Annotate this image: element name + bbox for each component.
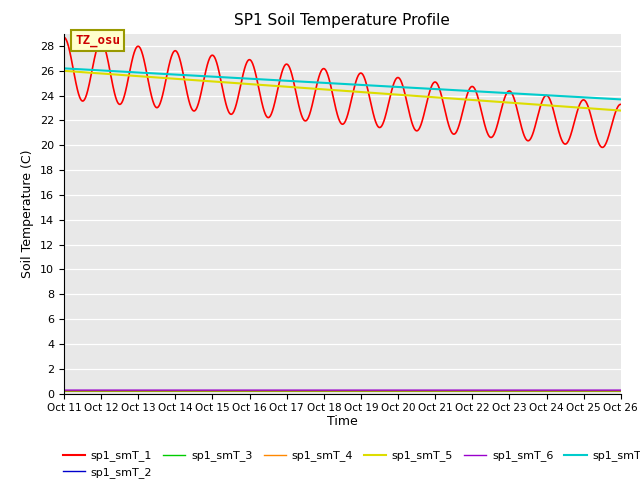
sp1_smT_3 bbox=[296, 388, 304, 394]
sp1_smT_6 bbox=[617, 387, 625, 393]
sp1_smT_2 bbox=[318, 388, 326, 394]
sp1_smT_5 bbox=[60, 68, 68, 74]
sp1_smT_3 bbox=[60, 388, 68, 394]
sp1_smT_7 bbox=[296, 79, 304, 84]
sp1_smT_2 bbox=[617, 388, 625, 394]
sp1_smT_6 bbox=[126, 387, 134, 393]
Line: sp1_smT_5: sp1_smT_5 bbox=[64, 71, 621, 110]
sp1_smT_1 bbox=[318, 67, 326, 73]
sp1_smT_1 bbox=[60, 35, 68, 40]
sp1_smT_6 bbox=[377, 387, 385, 393]
sp1_smT_3 bbox=[318, 388, 326, 394]
sp1_smT_6 bbox=[296, 387, 304, 393]
sp1_smT_5 bbox=[377, 91, 385, 96]
sp1_smT_1 bbox=[308, 104, 316, 109]
sp1_smT_3 bbox=[617, 388, 625, 394]
sp1_smT_7 bbox=[318, 80, 326, 85]
sp1_smT_4 bbox=[296, 388, 304, 394]
sp1_smT_4 bbox=[126, 388, 134, 394]
sp1_smT_4 bbox=[60, 388, 68, 394]
sp1_smT_7 bbox=[60, 65, 68, 71]
sp1_smT_4 bbox=[377, 388, 385, 394]
Line: sp1_smT_1: sp1_smT_1 bbox=[64, 37, 621, 147]
sp1_smT_5 bbox=[296, 85, 304, 91]
Title: SP1 Soil Temperature Profile: SP1 Soil Temperature Profile bbox=[234, 13, 451, 28]
sp1_smT_4 bbox=[318, 388, 326, 394]
sp1_smT_5 bbox=[103, 71, 111, 77]
Y-axis label: Soil Temperature (C): Soil Temperature (C) bbox=[22, 149, 35, 278]
sp1_smT_4 bbox=[103, 388, 111, 394]
sp1_smT_7 bbox=[103, 68, 111, 73]
sp1_smT_2 bbox=[296, 388, 304, 394]
sp1_smT_2 bbox=[308, 388, 316, 394]
sp1_smT_5 bbox=[617, 108, 625, 113]
sp1_smT_1 bbox=[617, 101, 625, 107]
sp1_smT_1 bbox=[377, 124, 385, 130]
Text: TZ_osu: TZ_osu bbox=[75, 34, 120, 47]
sp1_smT_1 bbox=[296, 108, 304, 114]
sp1_smT_1 bbox=[126, 68, 134, 74]
Legend: sp1_smT_1, sp1_smT_2, sp1_smT_3, sp1_smT_4, sp1_smT_5, sp1_smT_6, sp1_smT_7: sp1_smT_1, sp1_smT_2, sp1_smT_3, sp1_smT… bbox=[58, 446, 640, 480]
sp1_smT_3 bbox=[377, 388, 385, 394]
sp1_smT_1 bbox=[103, 54, 111, 60]
sp1_smT_1 bbox=[598, 144, 606, 150]
sp1_smT_5 bbox=[318, 86, 326, 92]
sp1_smT_3 bbox=[103, 388, 111, 394]
sp1_smT_3 bbox=[126, 388, 134, 394]
sp1_smT_2 bbox=[126, 388, 134, 394]
sp1_smT_2 bbox=[377, 388, 385, 394]
sp1_smT_7 bbox=[617, 96, 625, 102]
sp1_smT_6 bbox=[308, 387, 316, 393]
sp1_smT_6 bbox=[60, 387, 68, 393]
X-axis label: Time: Time bbox=[327, 415, 358, 428]
sp1_smT_6 bbox=[103, 387, 111, 393]
sp1_smT_2 bbox=[60, 388, 68, 394]
sp1_smT_6 bbox=[318, 387, 326, 393]
sp1_smT_7 bbox=[377, 83, 385, 89]
sp1_smT_5 bbox=[126, 72, 134, 78]
sp1_smT_7 bbox=[308, 79, 316, 85]
Line: sp1_smT_7: sp1_smT_7 bbox=[64, 68, 621, 99]
sp1_smT_4 bbox=[308, 388, 316, 394]
sp1_smT_2 bbox=[103, 388, 111, 394]
sp1_smT_3 bbox=[308, 388, 316, 394]
sp1_smT_5 bbox=[308, 85, 316, 91]
sp1_smT_7 bbox=[126, 69, 134, 75]
sp1_smT_4 bbox=[617, 388, 625, 394]
